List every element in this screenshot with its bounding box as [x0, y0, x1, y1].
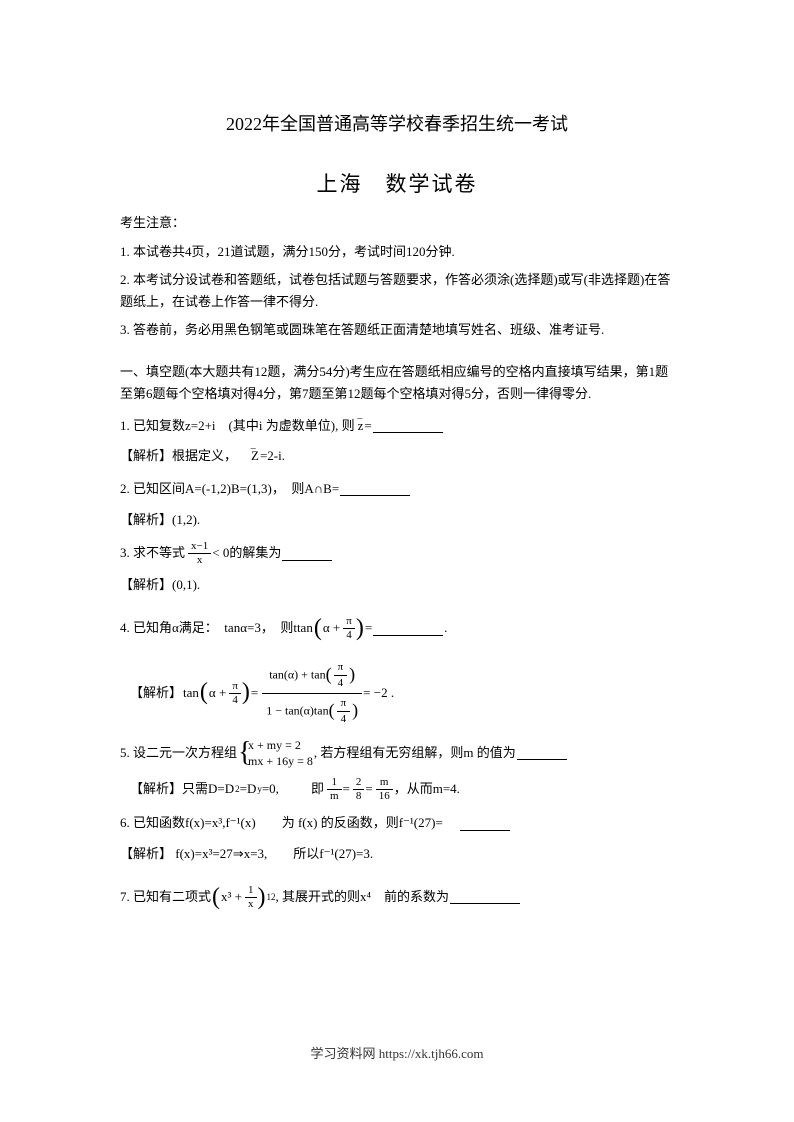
q7-rparen: )	[258, 875, 266, 921]
q5-eq1: x + my = 2	[248, 737, 313, 754]
q5-text-b: , 若方程组有无穷组解，则m 的值为	[314, 741, 516, 766]
notice-label: 考生注意：	[120, 212, 674, 231]
q5-eq2: mx + 16y = 8	[248, 753, 313, 770]
q3-frac-num: x−1	[188, 540, 211, 554]
q6-text: 6. 已知函数f(x)=x³,f⁻¹(x) 为 f(x) 的反函数，则f⁻¹(2…	[120, 811, 443, 836]
q7-inner: x³ +	[221, 885, 242, 910]
q3-blank	[282, 547, 332, 561]
a4-tan: tan	[183, 681, 199, 706]
a5-e: ，从而m=4.	[394, 777, 460, 802]
question-2: 2. 已知区间A=(-1,2)B=(1,3)， 则A∩B=	[120, 477, 674, 502]
answer-3: 【解析】(0,1).	[120, 573, 674, 598]
q5-blank	[517, 746, 567, 760]
a4-rp1: )	[242, 670, 250, 716]
answer-5: 【解析】只需D=D2 =Dy =0, 即 1m = 28 = m16 ，从而m=…	[120, 776, 674, 803]
q7-text-b: , 其展开式的则x⁴ 前的系数为	[276, 885, 450, 910]
notice-item-2: 2. 本考试分设试卷和答题纸，试卷包括试题与答题要求，作答必须涂(选择题)或写(…	[120, 269, 674, 313]
a4-bigfrac: tan(α) + tan(π4) 1 − tan(α)tan(π4)	[262, 658, 362, 729]
q3-text-b: < 0的解集为	[212, 541, 281, 566]
q7-text-a: 7. 已知有二项式	[120, 885, 211, 910]
q4-lparen: (	[314, 606, 322, 652]
a4-f1d: 4	[229, 694, 241, 707]
question-3: 3. 求不等式 x−1 x < 0的解集为	[120, 540, 674, 567]
a5-b: =D	[240, 777, 257, 802]
notice-item-1: 1. 本试卷共4页，21道试题，满分150分，考试时间120分钟.	[120, 241, 674, 263]
a4-inner: α +	[209, 681, 226, 706]
q7-exp: 12	[267, 889, 276, 906]
q7-blank	[450, 890, 520, 904]
answer-2: 【解析】(1,2).	[120, 508, 674, 533]
q4-text-a: 4. 已知角α满足： tanα=3， 则ttan	[120, 616, 313, 641]
question-1: 1. 已知复数z=2+i (其中i 为虚数单位), 则 ‾z =	[120, 414, 674, 439]
q2-blank	[340, 482, 410, 496]
footer-text: 学习资料网 https://xk.tjh66.com	[0, 1043, 794, 1062]
a5-c: =0,	[262, 777, 279, 802]
q4-rparen: )	[356, 606, 364, 652]
q7-frac: 1 x	[245, 884, 257, 911]
question-7: 7. 已知有二项式 ( x³ + 1 x ) 12 , 其展开式的则x⁴ 前的系…	[120, 875, 674, 921]
q4-frac: π 4	[343, 615, 355, 642]
q7-fd: x	[245, 898, 257, 911]
a1-val: =2-i.	[260, 444, 285, 469]
notice-item-3: 3. 答卷前，务必用黑色钢笔或圆珠笔在答题纸正面清楚地填写姓名、班级、准考证号.	[120, 319, 674, 341]
q7-lparen: (	[212, 875, 220, 921]
q4-period: .	[444, 616, 447, 641]
a5-eq1: =	[343, 777, 350, 802]
a5-d: 即	[311, 777, 324, 802]
main-title: 2022年全国普通高等学校春季招生统一考试	[120, 110, 674, 136]
q4-text-b: =	[365, 616, 372, 641]
a4-eq1: =	[251, 681, 258, 706]
a5-a: 【解析】只需D=D	[130, 777, 234, 802]
q1-blank	[373, 419, 443, 433]
a5-eq2: =	[365, 777, 372, 802]
a5-f1: 1m	[327, 776, 342, 803]
q2-text: 2. 已知区间A=(-1,2)B=(1,3)， 则A∩B=	[120, 477, 339, 502]
sub-title: 上海 数学试卷	[120, 168, 674, 198]
q1-text-a: 1. 已知复数z=2+i (其中i 为虚数单位), 则	[120, 414, 355, 439]
a4-bigfrac-den: 1 − tan(α)tan(π4)	[262, 694, 362, 729]
a5-f3: m16	[376, 776, 393, 803]
a4-bigfrac-num: tan(α) + tan(π4)	[262, 658, 362, 694]
answer-1: 【解析】根据定义， ‾Z =2-i.	[120, 444, 674, 469]
q4-blank	[373, 622, 443, 636]
a4-lp1: (	[200, 670, 208, 716]
question-6: 6. 已知函数f(x)=x³,f⁻¹(x) 为 f(x) 的反函数，则f⁻¹(2…	[120, 811, 674, 836]
question-4: 4. 已知角α满足： tanα=3， 则ttan ( α + π 4 ) = .	[120, 606, 674, 652]
q3-frac-den: x	[188, 554, 211, 567]
q3-text-a: 3. 求不等式	[120, 541, 185, 566]
question-5: 5. 设二元一次方程组 x + my = 2 mx + 16y = 8 , 若方…	[120, 737, 674, 771]
q4-frac-num: π	[343, 615, 355, 629]
a4-label: 【解析】	[130, 681, 182, 706]
q3-frac: x−1 x	[188, 540, 211, 567]
page-content: 2022年全国普通高等学校春季招生统一考试 上海 数学试卷 考生注意： 1. 本…	[0, 0, 794, 920]
a4-rhs: = −2 .	[363, 681, 394, 706]
q5-system: x + my = 2 mx + 16y = 8	[238, 737, 313, 771]
a4-frac1: π 4	[229, 680, 241, 707]
answer-6: 【解析】 f(x)=x³=27⇒x=3, 所以f⁻¹(27)=3.	[120, 842, 674, 867]
a4-f1n: π	[229, 680, 241, 694]
q7-fn: 1	[245, 884, 257, 898]
q1-eq: =	[364, 414, 371, 439]
q4-inner-a: α +	[323, 616, 340, 641]
a5-f2: 28	[353, 776, 365, 803]
answer-4: 【解析】 tan ( α + π 4 ) = tan(α) + tan(π4) …	[120, 658, 674, 729]
q5-text-a: 5. 设二元一次方程组	[120, 741, 237, 766]
a1-label: 【解析】根据定义，	[120, 444, 237, 469]
a1-zbar: ‾Z	[251, 444, 259, 469]
q1-zbar: ‾z	[358, 414, 364, 439]
q6-blank	[460, 817, 510, 831]
section-title: 一、填空题(本大题共有12题，满分54分)考生应在答题纸相应编号的空格内直接填写…	[120, 361, 674, 405]
q4-frac-den: 4	[343, 629, 355, 642]
